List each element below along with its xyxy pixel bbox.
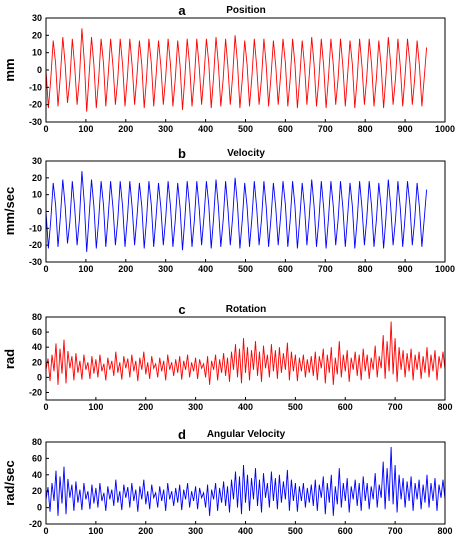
y-tick-label: -20 — [29, 100, 42, 110]
series-line — [45, 321, 446, 385]
y-tick-label: 80 — [32, 312, 42, 322]
y-tick-label: 30 — [32, 156, 42, 166]
y-tick-label: 0 — [37, 65, 42, 75]
x-tick-label: 300 — [188, 526, 203, 536]
y-tick-label: 60 — [32, 327, 42, 337]
series-line — [45, 28, 428, 112]
y-tick-label: 20 — [32, 173, 42, 183]
panel-letter: d — [178, 427, 186, 442]
y-tick-label: -10 — [29, 82, 42, 92]
x-tick-label: 100 — [78, 264, 93, 274]
x-tick-label: 300 — [188, 402, 203, 412]
y-axis-label: rad/sec — [2, 460, 17, 506]
x-tick-label: 500 — [288, 402, 303, 412]
x-tick-label: 0 — [43, 264, 48, 274]
x-tick-label: 200 — [118, 264, 133, 274]
panel-letter: c — [178, 302, 185, 317]
x-tick-label: 100 — [88, 402, 103, 412]
y-axis-label: mm/sec — [2, 187, 17, 235]
x-tick-label: 100 — [78, 124, 93, 134]
x-tick-label: 1000 — [435, 124, 455, 134]
x-tick-label: 200 — [138, 526, 153, 536]
x-tick-label: 0 — [43, 402, 48, 412]
y-axis-label: mm — [2, 58, 17, 81]
x-tick-label: 400 — [198, 124, 213, 134]
series-line — [45, 446, 446, 516]
plot-frame — [45, 160, 446, 263]
x-tick-label: 0 — [43, 124, 48, 134]
panel-letter: a — [178, 3, 186, 18]
x-tick-label: 600 — [338, 402, 353, 412]
x-tick-label: 800 — [358, 124, 373, 134]
chart-title: Position — [226, 5, 265, 16]
x-tick-label: 700 — [388, 526, 403, 536]
plot-frame — [45, 316, 446, 401]
y-tick-label: 40 — [32, 342, 42, 352]
x-tick-label: 800 — [358, 264, 373, 274]
y-tick-label: 10 — [32, 190, 42, 200]
y-tick-label: 30 — [32, 13, 42, 23]
x-tick-label: 100 — [88, 526, 103, 536]
x-tick-label: 400 — [238, 402, 253, 412]
series-line — [45, 171, 428, 252]
x-tick-label: 1000 — [435, 264, 455, 274]
x-tick-label: 900 — [398, 124, 413, 134]
x-tick-label: 200 — [138, 402, 153, 412]
y-axis-label: rad — [2, 349, 17, 369]
x-tick-label: 800 — [437, 402, 452, 412]
panel-letter: b — [178, 146, 186, 161]
y-tick-label: 0 — [37, 372, 42, 382]
x-tick-label: 300 — [158, 124, 173, 134]
y-tick-label: 0 — [37, 503, 42, 513]
y-tick-label: 20 — [32, 357, 42, 367]
y-tick-label: 0 — [37, 207, 42, 217]
x-tick-label: 700 — [388, 402, 403, 412]
x-tick-label: 600 — [338, 526, 353, 536]
y-tick-label: 20 — [32, 30, 42, 40]
y-tick-label: 80 — [32, 437, 42, 447]
x-tick-label: 500 — [288, 526, 303, 536]
chart-title: Rotation — [226, 304, 267, 315]
y-tick-label: 10 — [32, 48, 42, 58]
x-tick-label: 0 — [43, 526, 48, 536]
plot-frame — [45, 441, 446, 525]
y-tick-label: -10 — [29, 223, 42, 233]
x-tick-label: 700 — [318, 264, 333, 274]
y-tick-label: 60 — [32, 453, 42, 463]
x-tick-label: 900 — [398, 264, 413, 274]
y-tick-label: -30 — [29, 257, 42, 267]
x-tick-label: 500 — [238, 264, 253, 274]
y-tick-label: 20 — [32, 486, 42, 496]
x-tick-label: 600 — [278, 264, 293, 274]
x-tick-label: 400 — [198, 264, 213, 274]
y-tick-label: 40 — [32, 470, 42, 480]
y-tick-label: -20 — [29, 387, 42, 397]
x-tick-label: 300 — [158, 264, 173, 274]
x-tick-label: 500 — [238, 124, 253, 134]
x-tick-label: 200 — [118, 124, 133, 134]
x-tick-label: 600 — [278, 124, 293, 134]
x-tick-label: 800 — [437, 526, 452, 536]
x-tick-label: 700 — [318, 124, 333, 134]
y-tick-label: -20 — [29, 519, 42, 529]
x-tick-label: 400 — [238, 526, 253, 536]
y-tick-label: -30 — [29, 117, 42, 127]
chart-title: Angular Velocity — [207, 429, 286, 440]
chart-title: Velocity — [227, 148, 265, 159]
y-tick-label: -20 — [29, 240, 42, 250]
